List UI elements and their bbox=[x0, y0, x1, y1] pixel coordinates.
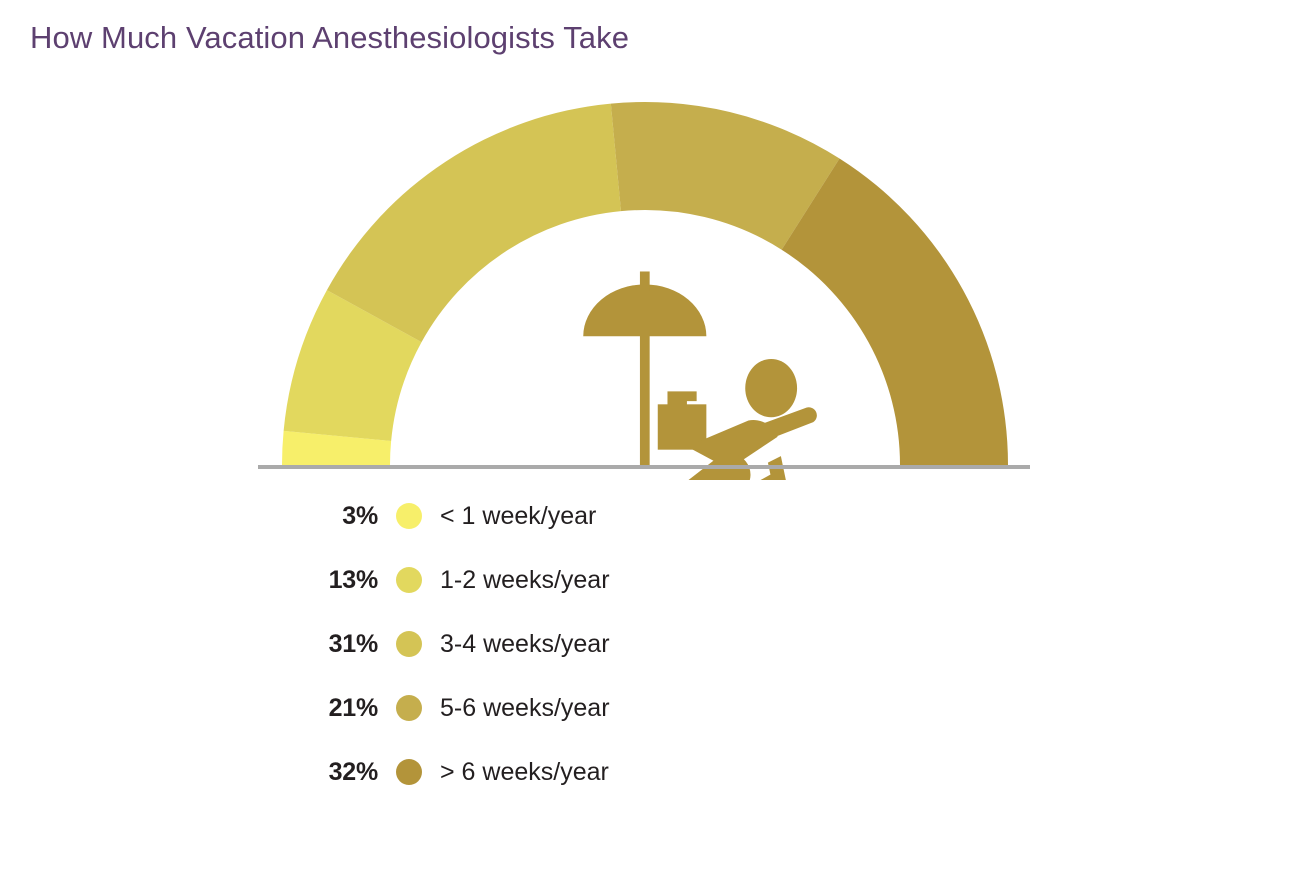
gauge-segment bbox=[326, 103, 622, 343]
legend: 3% < 1 week/year 13% 1-2 weeks/year 31% 3-4 w… bbox=[300, 484, 820, 804]
page-title: How Much Vacation Anesthesiologists Take bbox=[30, 20, 630, 55]
legend-item[interactable]: 31% 3-4 weeks/year bbox=[300, 612, 820, 676]
legend-label: 5-6 weeks/year bbox=[440, 693, 610, 722]
gauge-baseline bbox=[258, 465, 1030, 469]
gauge-svg bbox=[282, 102, 1008, 480]
legend-percent: 3% bbox=[342, 501, 378, 530]
legend-color-swatch bbox=[396, 631, 422, 657]
gauge-segment bbox=[282, 430, 392, 465]
legend-percent: 13% bbox=[328, 565, 379, 594]
legend-label: 3-4 weeks/year bbox=[440, 629, 610, 658]
gauge-segment bbox=[781, 158, 1008, 465]
legend-item[interactable]: 3% < 1 week/year bbox=[300, 484, 820, 548]
legend-item[interactable]: 13% 1-2 weeks/year bbox=[300, 548, 820, 612]
legend-label: < 1 week/year bbox=[440, 501, 597, 530]
legend-percent: 31% bbox=[328, 629, 379, 658]
gauge-segments bbox=[282, 102, 1008, 465]
legend-color-swatch bbox=[396, 567, 422, 593]
legend-label: > 6 weeks/year bbox=[440, 757, 609, 786]
legend-label: 1-2 weeks/year bbox=[440, 565, 610, 594]
gauge-segment bbox=[610, 102, 840, 250]
gauge-segment bbox=[283, 290, 422, 442]
gauge-chart bbox=[255, 95, 1035, 480]
legend-color-swatch bbox=[396, 759, 422, 785]
legend-item[interactable]: 32% > 6 weeks/year bbox=[300, 740, 820, 804]
legend-percent: 32% bbox=[328, 757, 379, 786]
beach-lounger-icon bbox=[583, 271, 817, 480]
legend-percent: 21% bbox=[328, 693, 379, 722]
legend-item[interactable]: 21% 5-6 weeks/year bbox=[300, 676, 820, 740]
legend-color-swatch bbox=[396, 503, 422, 529]
legend-color-swatch bbox=[396, 695, 422, 721]
